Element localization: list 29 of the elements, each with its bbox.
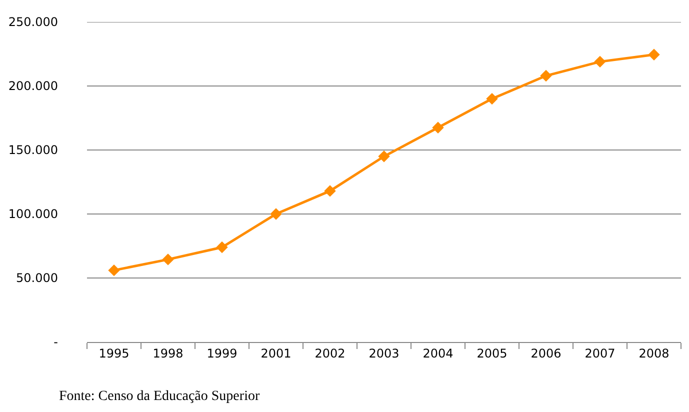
y-tick-label: 150.000 — [8, 143, 58, 158]
x-tick-label: 1999 — [206, 346, 238, 360]
point — [162, 254, 174, 266]
point — [378, 150, 390, 162]
x-tick-label: 2006 — [530, 346, 562, 360]
x-tick-label: 1995 — [98, 346, 130, 360]
point — [216, 241, 228, 254]
x-tick-label: 2002 — [314, 346, 346, 360]
point — [486, 92, 498, 105]
y-tick-label: 200.000 — [8, 79, 58, 94]
y-tick-label: 250.000 — [8, 15, 58, 30]
x-tick-label: 2001 — [260, 346, 292, 360]
point — [270, 208, 282, 220]
x-tick-label: 2003 — [368, 346, 400, 360]
point — [432, 122, 444, 134]
y-tick-label: - — [54, 335, 58, 350]
x-tick-label: 2008 — [638, 346, 670, 360]
y-tick-label: 50.000 — [16, 271, 58, 286]
y-tick-label: 100.000 — [8, 207, 58, 222]
point — [540, 70, 552, 82]
point — [648, 48, 660, 60]
point — [324, 185, 336, 197]
point — [108, 264, 120, 276]
x-tick-label: 2007 — [584, 346, 616, 360]
x-tick-label: 2005 — [476, 346, 508, 360]
x-tick-label: 1998 — [152, 346, 184, 360]
source-note: Fonte: Censo da Educação Superior — [59, 389, 260, 404]
x-tick-label: 2004 — [422, 346, 454, 360]
point — [594, 56, 606, 68]
